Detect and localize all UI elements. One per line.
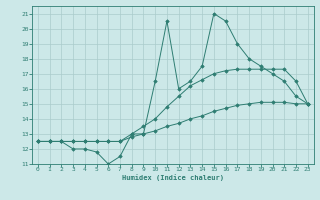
X-axis label: Humidex (Indice chaleur): Humidex (Indice chaleur) (122, 174, 224, 181)
